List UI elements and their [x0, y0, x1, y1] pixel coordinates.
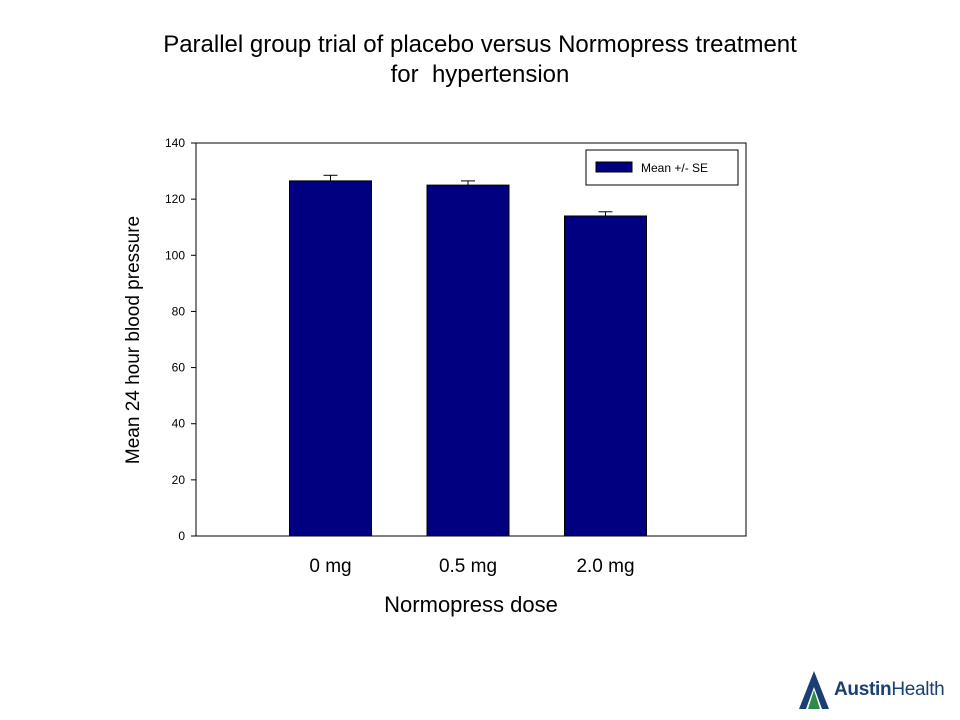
x-tick-label: 2.0 mg	[576, 556, 634, 577]
y-tick-label: 100	[165, 248, 185, 262]
logo-text-bold: Austin	[834, 679, 892, 700]
chart-title: Parallel group trial of placebo versus N…	[0, 30, 960, 90]
y-tick-label: 0	[178, 529, 185, 543]
bar	[289, 180, 372, 537]
y-tick-label: 40	[172, 417, 186, 431]
y-tick-label: 80	[172, 304, 186, 318]
y-tick-label: 120	[165, 192, 185, 206]
y-tick-label: 140	[165, 136, 185, 150]
y-tick-label: 60	[172, 361, 186, 375]
x-axis-label: Normopress dose	[384, 592, 558, 617]
austin-health-logo-icon	[799, 671, 829, 709]
legend: Mean +/- SE	[585, 149, 739, 186]
y-axis: 0 20 40 60 80 100 120 140	[165, 136, 196, 543]
chart-title-line-1: Parallel group trial of placebo versus N…	[163, 31, 797, 58]
bars	[289, 174, 647, 537]
legend-swatch	[595, 161, 633, 173]
y-axis-label: Mean 24 hour blood pressure	[123, 216, 144, 464]
x-axis: 0 mg 0.5 mg 2.0 mg	[309, 556, 634, 577]
bar	[426, 184, 510, 537]
x-tick-label: 0.5 mg	[439, 556, 497, 577]
x-tick-label: 0 mg	[309, 556, 351, 577]
logo-text-regular: Health	[891, 679, 945, 700]
austin-health-logo: AustinHealth	[798, 668, 945, 712]
legend-label: Mean +/- SE	[641, 161, 708, 175]
logo-wordmark: AustinHealth	[834, 679, 945, 701]
bar	[564, 215, 647, 537]
chart-title-line-2: for hypertension	[390, 61, 570, 88]
y-tick-label: 20	[172, 473, 186, 487]
